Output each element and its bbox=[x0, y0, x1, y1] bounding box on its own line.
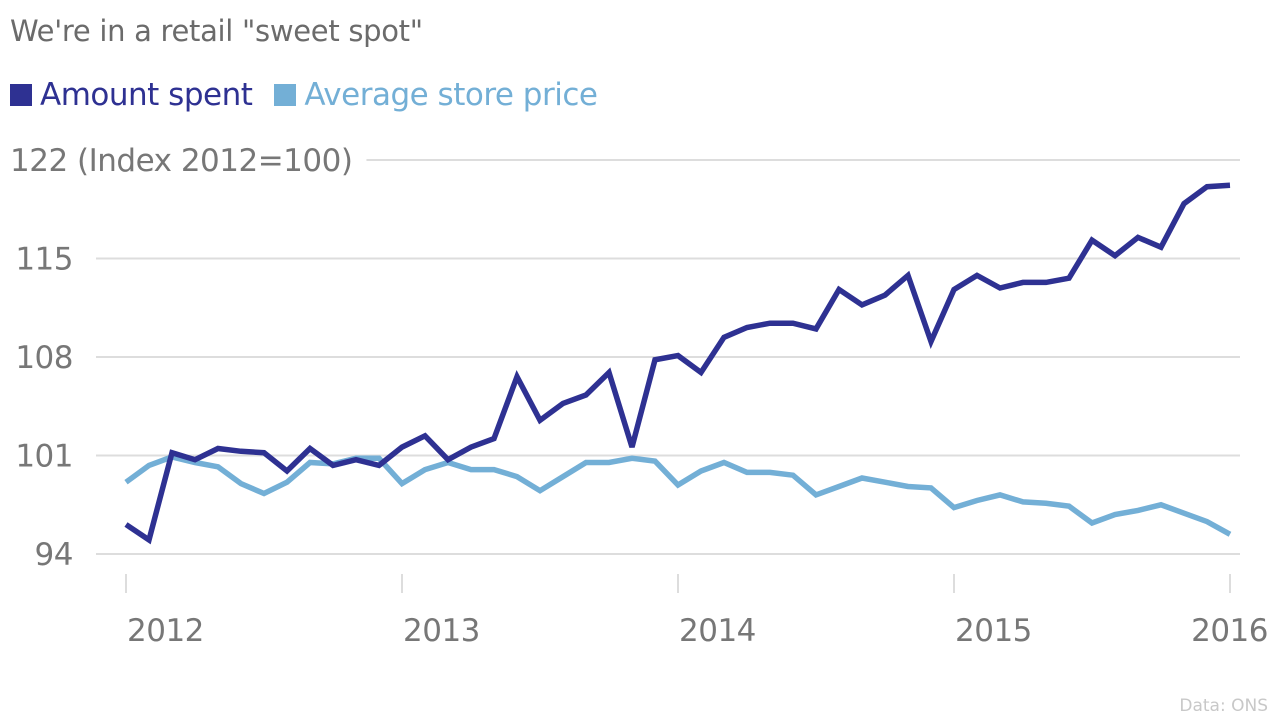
legend-label-average-store-price: Average store price bbox=[304, 77, 598, 113]
x-tick-label: 2013 bbox=[403, 613, 480, 649]
legend-swatch-average-store-price bbox=[274, 84, 297, 106]
x-axis: 2012 2013 2014 2015 2016 bbox=[125, 574, 1269, 649]
legend-item-average-store-price[interactable]: Average store price bbox=[274, 77, 598, 113]
legend-item-amount-spent[interactable]: Amount spent bbox=[10, 77, 253, 113]
y-tick-label: 122 (Index 2012=100) bbox=[10, 143, 352, 179]
legend-label-amount-spent: Amount spent bbox=[40, 77, 253, 113]
y-tick-label: 94 bbox=[35, 537, 73, 573]
series-lines bbox=[124, 182, 1232, 545]
x-tick-label: 2012 bbox=[127, 613, 204, 649]
y-axis: 94 101 108 115 122 (Index 2012=100) bbox=[10, 143, 353, 573]
y-tick-label: 115 bbox=[15, 242, 73, 278]
legend: Amount spent Average store price bbox=[10, 77, 619, 113]
x-tick-label: 2015 bbox=[955, 613, 1032, 649]
series-line-amount-spent bbox=[124, 182, 1231, 545]
y-tick-label: 108 bbox=[15, 340, 73, 376]
x-tick-label: 2014 bbox=[679, 613, 756, 649]
series-line-average-store-price bbox=[124, 454, 1232, 537]
y-tick-label: 101 bbox=[15, 439, 73, 475]
x-tick-label: 2016 bbox=[1191, 613, 1268, 649]
chart-title: We're in a retail "sweet spot" bbox=[10, 14, 423, 48]
data-source: Data: ONS bbox=[1179, 696, 1268, 716]
legend-swatch-amount-spent bbox=[10, 84, 32, 106]
